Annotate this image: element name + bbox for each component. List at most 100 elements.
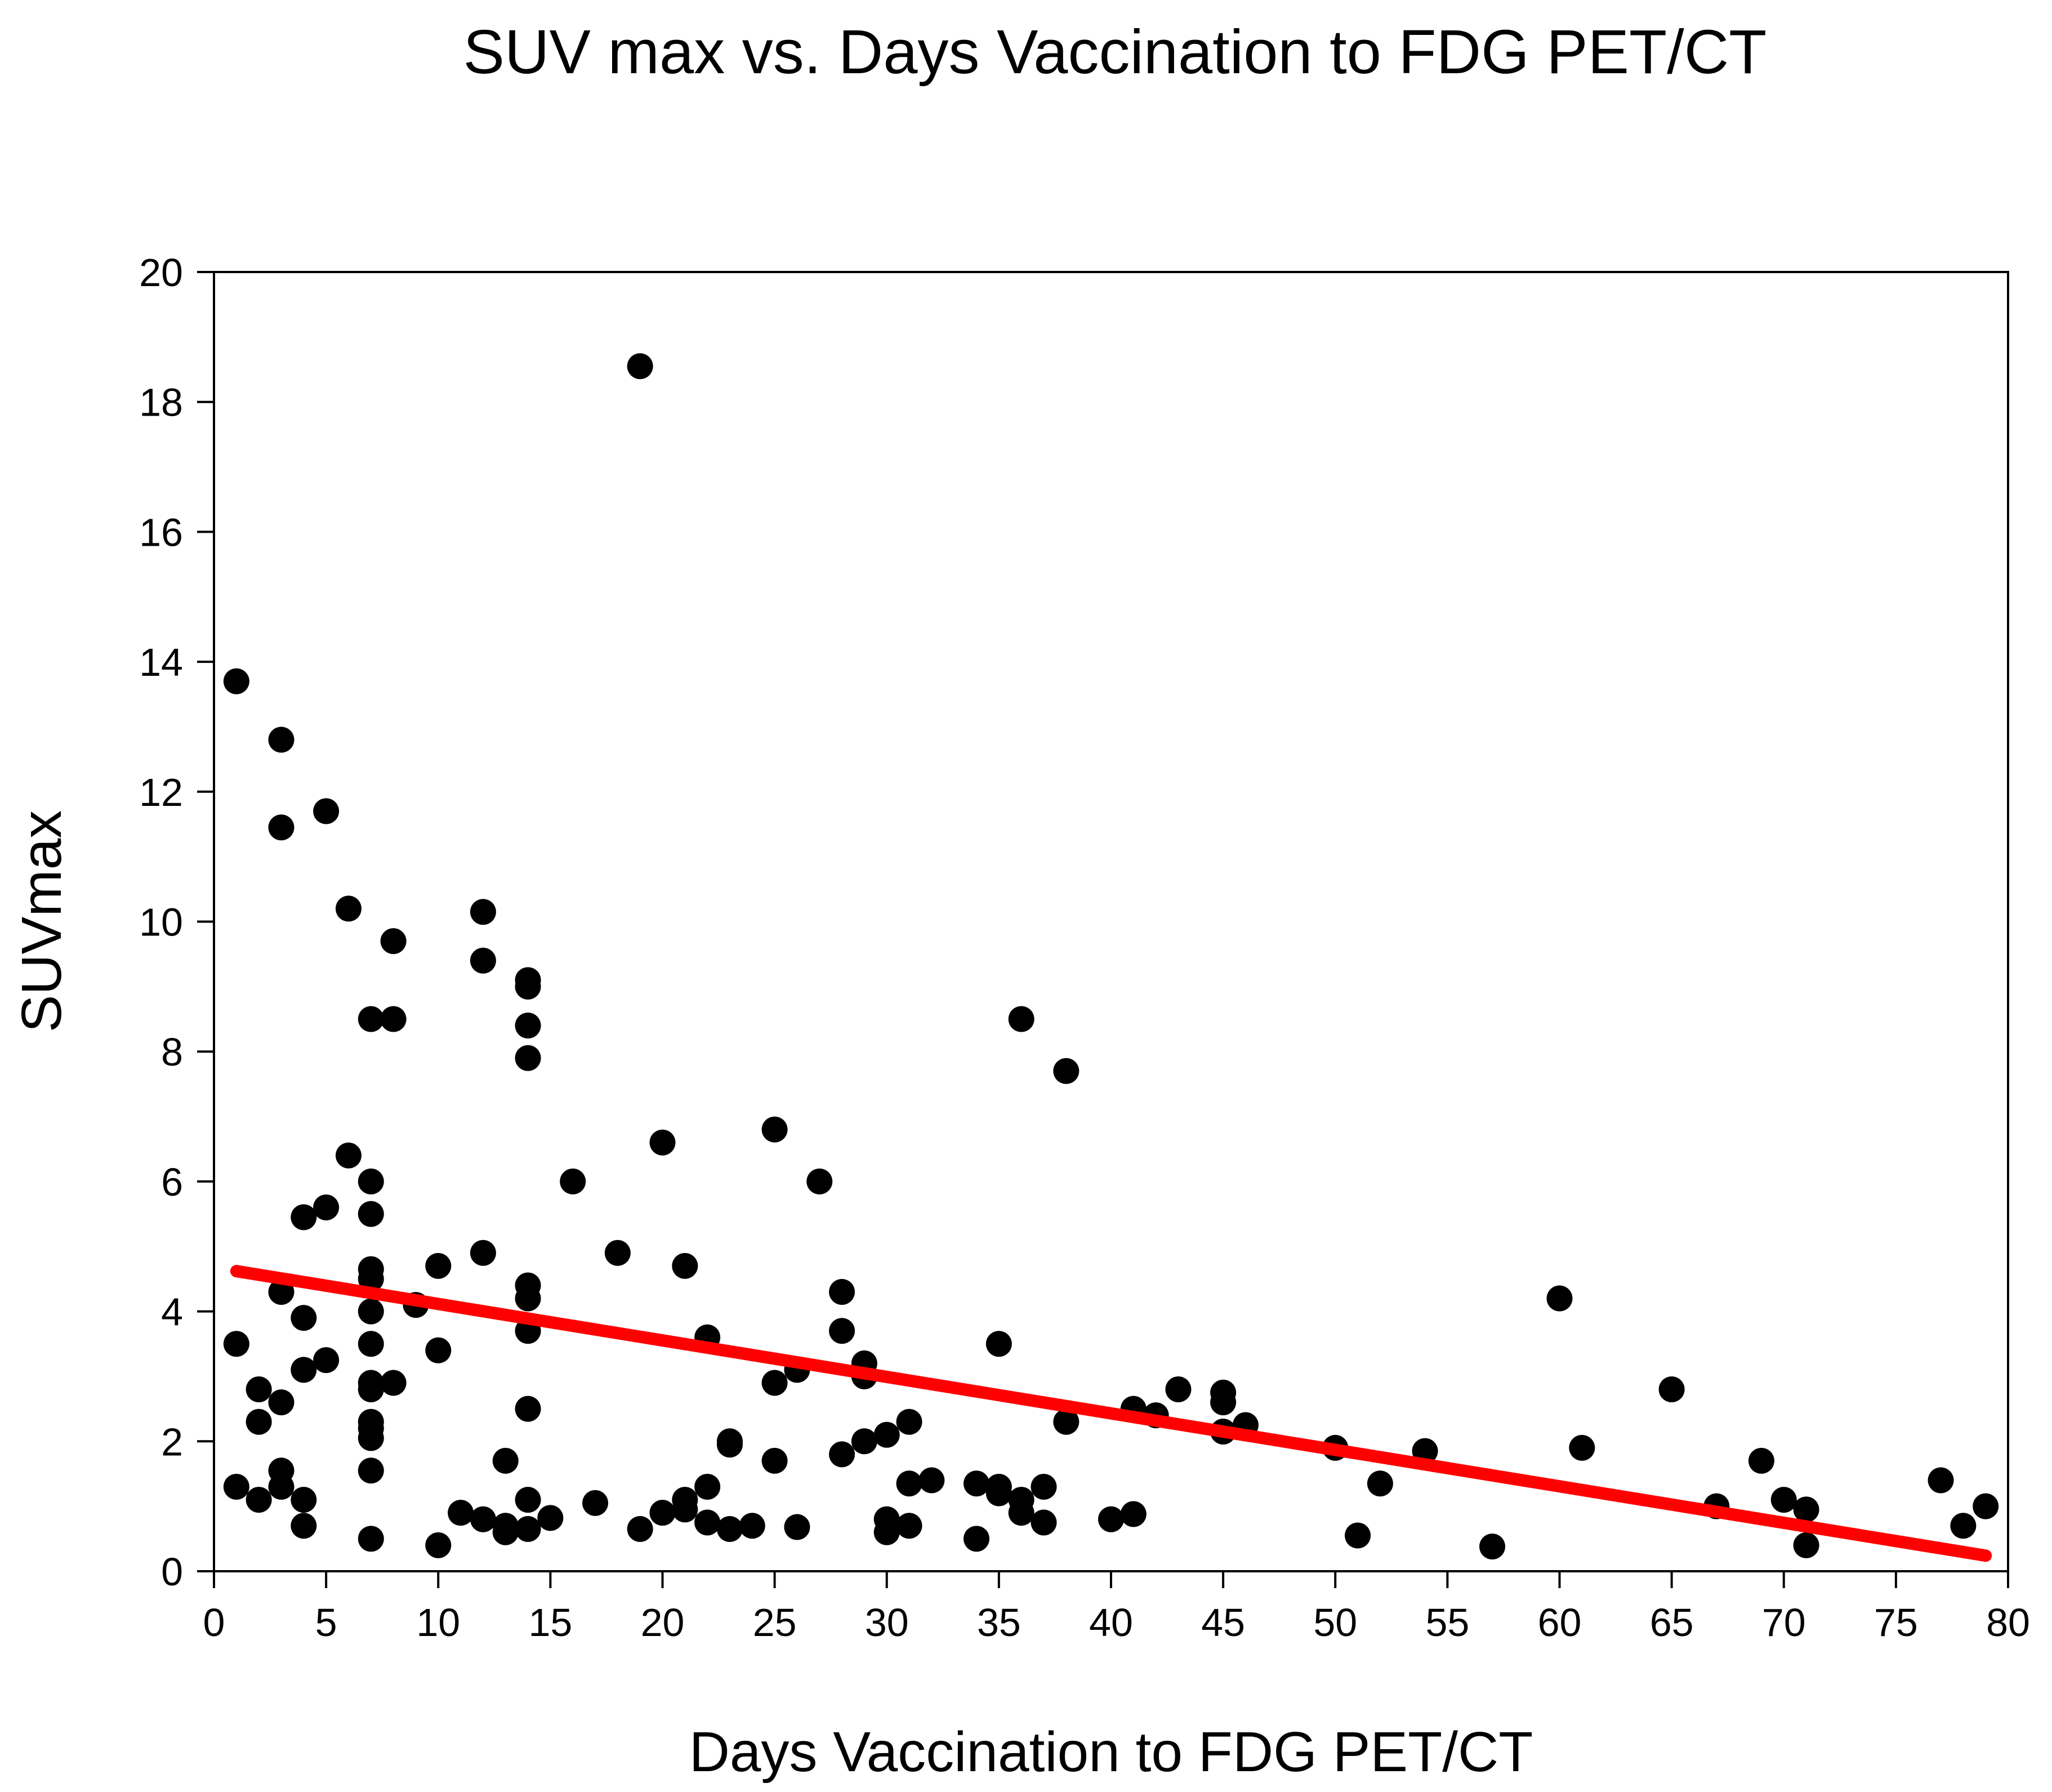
y-tick-label: 6 [161,1160,183,1204]
data-point [470,947,496,974]
x-tick-label: 45 [1201,1601,1245,1644]
y-tick-label: 10 [139,901,183,944]
data-point [425,1252,452,1279]
data-point [604,1240,631,1266]
data-point [1367,1470,1393,1497]
data-point [470,1240,496,1266]
data-point [627,1516,653,1543]
data-point [515,1013,541,1039]
data-point [1479,1534,1506,1560]
x-tick-label: 15 [528,1601,572,1644]
data-point [560,1168,586,1194]
data-point [1053,1058,1079,1084]
data-point [1950,1513,1977,1539]
data-point [1098,1506,1124,1532]
data-point [358,1425,384,1451]
x-tick-label: 65 [1650,1601,1694,1644]
data-point [1008,1500,1034,1526]
data-point [335,895,362,922]
data-point [739,1513,765,1539]
x-tick-label: 0 [203,1601,225,1644]
data-point [896,1513,922,1539]
data-point [784,1514,810,1540]
data-point [358,1006,384,1032]
data-point [716,1432,743,1458]
x-axis: 0 5 10 15 20 25 30 35 40 45 50 55 60 65 70 75 80 [203,1571,2030,1644]
y-tick-label: 4 [161,1290,183,1334]
data-point [806,1168,833,1194]
data-point [246,1376,272,1403]
data-point [672,1496,698,1523]
data-point [1120,1501,1147,1527]
data-point [313,798,340,824]
x-tick-label: 75 [1874,1601,1918,1644]
trendline [230,1265,1992,1562]
y-tick-label: 18 [139,381,183,425]
data-point [761,1447,788,1474]
data-point [515,1487,541,1513]
data-point [358,1265,384,1292]
data-point [515,973,541,1000]
data-point [1008,1006,1034,1032]
data-point [761,1370,788,1396]
data-point [358,1376,384,1403]
data-point [470,899,496,925]
y-tick-label: 20 [139,251,183,295]
data-point [537,1505,564,1531]
data-points [223,353,1999,1560]
data-point [358,1298,384,1325]
data-point [1053,1408,1079,1435]
data-point [223,1474,249,1500]
x-tick-label: 20 [641,1601,685,1644]
data-point [313,1347,340,1374]
data-point [291,1487,317,1513]
data-point [223,668,249,694]
data-point [515,1285,541,1312]
data-point [291,1513,317,1539]
x-tick-label: 50 [1313,1601,1357,1644]
data-point [515,1516,541,1543]
data-point [358,1457,384,1484]
data-point [1031,1509,1057,1536]
data-point [380,928,407,955]
data-point [470,1506,496,1532]
data-point [1345,1522,1371,1549]
data-point [896,1470,922,1497]
data-point [268,726,295,753]
data-point [896,1408,922,1435]
data-point [268,1389,295,1416]
y-tick-label: 12 [139,770,183,814]
data-point [1973,1493,1999,1519]
data-point [291,1305,317,1331]
data-point [672,1252,698,1279]
x-tick-label: 60 [1538,1601,1582,1644]
data-point [694,1509,721,1536]
data-point [358,1331,384,1357]
y-tick-label: 2 [161,1420,183,1464]
x-tick-label: 5 [315,1601,337,1644]
data-point [649,1500,676,1526]
data-point [492,1519,519,1545]
data-point [291,1357,317,1383]
chart-title: SUV max vs. Days Vaccination to FDG PET/… [463,17,1767,87]
data-point [829,1441,855,1468]
y-tick-label: 0 [161,1550,183,1594]
data-point [380,1006,407,1032]
data-point [246,1408,272,1435]
data-point [1748,1447,1774,1474]
data-point [515,1396,541,1422]
data-point [1569,1434,1595,1461]
x-tick-label: 25 [753,1601,797,1644]
x-tick-label: 30 [865,1601,909,1644]
data-point [268,1474,295,1500]
y-tick-label: 16 [139,510,183,554]
data-point [1210,1389,1237,1416]
y-tick-label: 14 [139,640,183,684]
data-point [694,1474,721,1500]
data-point [963,1470,990,1497]
data-point [246,1487,272,1513]
data-point [425,1532,452,1558]
data-point [1928,1467,1954,1494]
data-point [627,353,653,380]
